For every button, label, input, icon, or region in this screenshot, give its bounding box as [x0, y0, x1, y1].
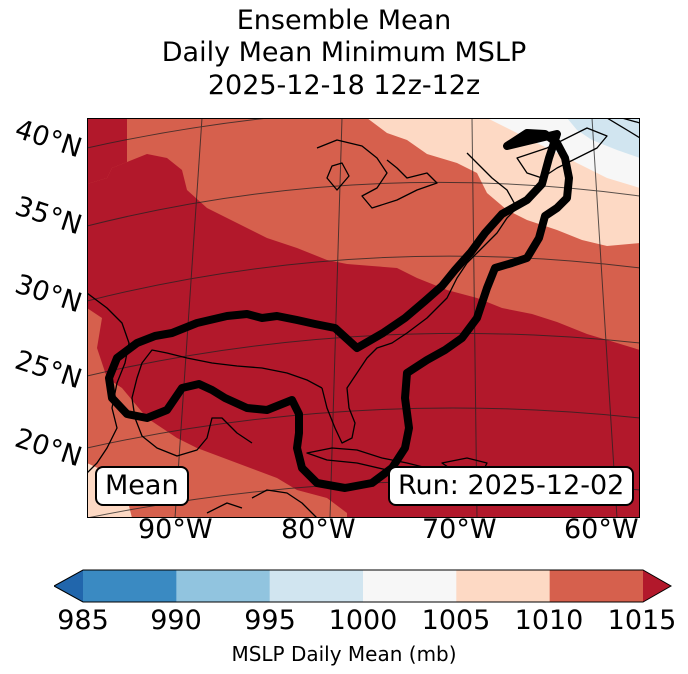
- graticule-60w: [591, 118, 618, 518]
- graticule-90w: [174, 118, 203, 518]
- graticule-80w: [329, 118, 343, 518]
- lon-label-90w: 90°W: [138, 514, 213, 545]
- graticule-35n: [87, 181, 640, 227]
- mean-label: Mean: [95, 466, 189, 506]
- coastline-gulf: [131, 349, 323, 457]
- colorbar-segment-995: [269, 570, 364, 602]
- colorbar-tick-1010: 1010: [514, 605, 584, 636]
- lat-label-25n: 25°N: [11, 344, 86, 396]
- colorbar-segment-1005: [456, 570, 551, 602]
- graticule-40n: [87, 118, 640, 149]
- lat-label-40n: 40°N: [11, 113, 86, 165]
- colorbar-tick-990: 990: [150, 605, 202, 636]
- colorbar-tick-1000: 1000: [328, 605, 398, 636]
- colorbar-tick-1005: 1005: [421, 605, 491, 636]
- colorbar-over-arrow: [643, 570, 671, 602]
- mslp-map: [87, 118, 640, 518]
- lat-label-35n: 35°N: [11, 190, 86, 242]
- coastline-great-lakes: [316, 139, 438, 209]
- title-line-3: 2025-12-18 12z-12z: [207, 70, 481, 101]
- lon-label-60w: 60°W: [564, 514, 639, 545]
- graticule-25n: [87, 332, 640, 377]
- colorbar-segment-1010: [549, 570, 644, 602]
- colorbar-tick-995: 995: [244, 605, 296, 636]
- colorbar-segment-985: [83, 570, 177, 602]
- graticule-30n: [87, 255, 640, 302]
- coastline-central-america: [206, 489, 318, 518]
- mslp-contour: [105, 129, 573, 492]
- run-date-label: Run: 2025-12-02: [388, 466, 635, 506]
- colorbar-tick-985: 985: [57, 605, 109, 636]
- colorbar-segment-1000: [363, 570, 457, 602]
- colorbar-label: MSLP Daily Mean (mb): [231, 642, 457, 666]
- lat-label-30n: 30°N: [11, 268, 86, 320]
- colorbar-outline: [54, 569, 672, 603]
- colorbar-segment-990: [176, 570, 271, 602]
- lon-label-80w: 80°W: [281, 514, 356, 545]
- title-line-2: Daily Mean Minimum MSLP: [161, 37, 527, 68]
- map-frame: [87, 118, 640, 518]
- coastline-west: [87, 292, 130, 474]
- lat-label-20n: 20°N: [11, 422, 86, 474]
- map-field-995: [567, 118, 640, 158]
- colorbar-under-arrow: [54, 570, 83, 602]
- colorbar-tick-1015: 1015: [607, 605, 677, 636]
- colorbar: [54, 569, 672, 603]
- map-field-1015-corner: [87, 118, 127, 184]
- lon-label-70w: 70°W: [422, 514, 497, 545]
- map-field-1010-west: [87, 308, 347, 518]
- graticule-20n: [87, 407, 640, 449]
- title-line-1: Ensemble Mean: [236, 5, 452, 36]
